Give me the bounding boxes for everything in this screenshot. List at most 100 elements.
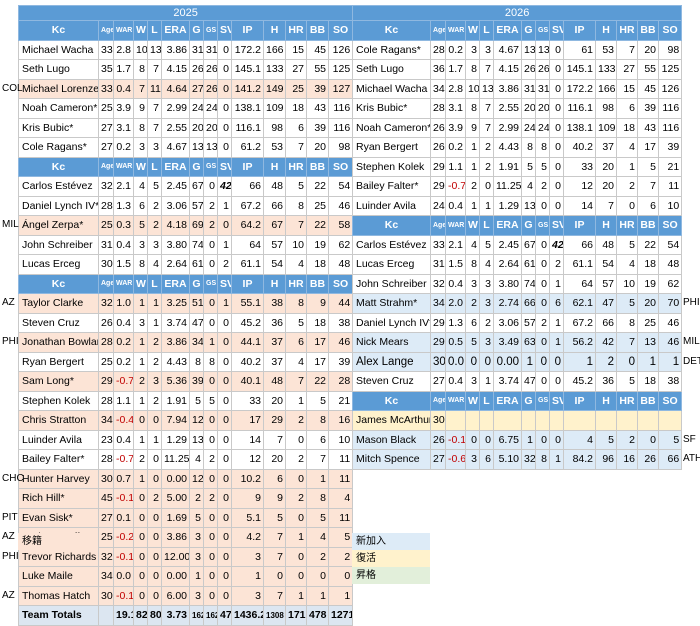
stat-cell	[637, 410, 659, 431]
player-name: Kris Bubic*	[18, 117, 99, 138]
stat-cell: 22	[306, 176, 329, 197]
stat-cell: 8	[535, 449, 550, 470]
stat-cell: 0	[306, 566, 329, 587]
stat-cell: 61.2	[231, 137, 264, 158]
stat-cell: 6.75	[493, 429, 522, 450]
stat-cell: 8	[285, 293, 307, 314]
stat-cell: 1	[479, 371, 494, 392]
stat-cell: 0	[217, 215, 232, 236]
stat-cell: 0	[263, 566, 286, 587]
stat-cell: 0	[549, 117, 564, 138]
stat-cell: 33	[98, 78, 114, 99]
stat-cell: 61.1	[231, 254, 264, 275]
team-label: MIL	[2, 219, 19, 231]
stat-cell: 4.15	[161, 59, 190, 80]
stat-cell: 5	[616, 371, 638, 392]
player-name: Ángel Zerpa*	[18, 215, 99, 236]
player-name: Kris Bubic*	[352, 98, 431, 119]
section-header-cell: Age	[430, 215, 446, 236]
stat-cell: 1.29	[161, 429, 190, 450]
stat-cell: 0	[203, 293, 218, 314]
stat-cell: 0	[147, 449, 162, 470]
section-header-cell: SV	[217, 273, 232, 294]
stat-cell: 20	[535, 98, 550, 119]
stat-cell: 0	[133, 488, 148, 509]
stat-cell: 46	[327, 332, 354, 353]
stat-cell: 25	[637, 312, 659, 333]
stat-cell: 3.1	[113, 117, 134, 138]
section-header-cell: IP	[231, 156, 264, 177]
stat-cell: 172.2	[563, 78, 596, 99]
stat-cell: 0	[203, 429, 218, 450]
stat-cell: 1	[133, 468, 148, 489]
stat-cell: 2	[479, 137, 494, 158]
column-header: SV	[549, 20, 564, 41]
player-row: Taylor Clarke 32 1.0 1 1 3.25 51 0 1 55.1 38 8 9 44	[18, 293, 354, 314]
column-header: L	[479, 20, 494, 41]
player-row: Alex Lange 30 0.0 0 0 0.00 1 0 0 1 2 0 1 1	[352, 351, 683, 372]
stat-cell: 0	[203, 546, 218, 567]
stat-cell: 3.86	[493, 78, 522, 99]
stat-cell: 0.5	[445, 332, 466, 353]
stat-cell: 0	[549, 351, 564, 372]
stat-cell: 27	[98, 507, 114, 528]
stat-cell: 5	[189, 390, 204, 411]
section-header-cell: L	[479, 215, 494, 236]
stat-cell: 34	[189, 332, 204, 353]
stat-cell: 80	[147, 605, 162, 626]
stat-cell: 33	[98, 39, 114, 60]
player-name: Bailey Falter*	[18, 449, 99, 470]
stat-cell: 39	[657, 137, 683, 158]
stat-cell: 61.1	[563, 254, 596, 275]
section-header-cell: SO	[327, 156, 354, 177]
column-header: ERA	[161, 20, 190, 41]
section-header-cell: L	[479, 390, 494, 411]
stat-cell: 3.86	[161, 39, 190, 60]
stat-cell: 32	[430, 273, 446, 294]
stat-cell: -0.1	[113, 546, 134, 567]
stat-cell: 127	[327, 78, 354, 99]
stat-cell: 53	[263, 137, 286, 158]
player-row: Sam Long* 29 -0.7 2 3 5.36 39 0 0 40.1 48 7 22 28	[18, 371, 354, 392]
stat-cell: 12	[563, 176, 596, 197]
section-header-cell: ERA	[161, 273, 190, 294]
section-header-cell: Kc	[18, 273, 99, 294]
stat-cell: 5	[189, 507, 204, 528]
stat-cell: 6	[637, 195, 659, 216]
stat-cell: 42	[549, 234, 564, 255]
player-name: Alex Lange	[352, 351, 431, 372]
section-header-cell: GS	[203, 273, 218, 294]
stat-cell: 5.36	[161, 371, 190, 392]
player-name: Stephen Kolek	[18, 390, 99, 411]
stat-cell: 45.2	[563, 371, 596, 392]
section-header-cell: IP	[563, 390, 596, 411]
stat-cell: 0	[203, 410, 218, 431]
section-header-cell: L	[147, 156, 162, 177]
stat-cell: 13	[147, 39, 162, 60]
stat-cell: 44	[327, 293, 354, 314]
stat-cell: 0.00	[161, 566, 190, 587]
player-name: Luinder Avila	[352, 195, 431, 216]
stat-cell: 3	[231, 585, 264, 606]
player-name: Stephen Kolek	[352, 156, 431, 177]
stat-cell: 0	[203, 371, 218, 392]
stat-cell: 10	[285, 234, 307, 255]
stat-cell: 8	[203, 351, 218, 372]
stat-cell: 2	[147, 332, 162, 353]
stat-cell: 4	[189, 449, 204, 470]
stat-cell: 7	[616, 332, 638, 353]
stat-cell: 48	[657, 254, 683, 275]
stat-cell: 20	[263, 390, 286, 411]
stat-cell: 11.25	[493, 176, 522, 197]
stat-cell: 2	[535, 176, 550, 197]
stat-cell: 22	[637, 234, 659, 255]
player-name: Steven Cruz	[352, 371, 431, 392]
section-header-cell: L	[147, 273, 162, 294]
player-name: Sam Long*	[18, 371, 99, 392]
stat-cell: 162	[203, 605, 218, 626]
stat-cell: 62	[327, 234, 354, 255]
stat-cell: 24	[430, 195, 446, 216]
stat-cell: 0	[535, 351, 550, 372]
stat-cell: 9	[465, 117, 480, 138]
stat-cell: 6.00	[161, 585, 190, 606]
